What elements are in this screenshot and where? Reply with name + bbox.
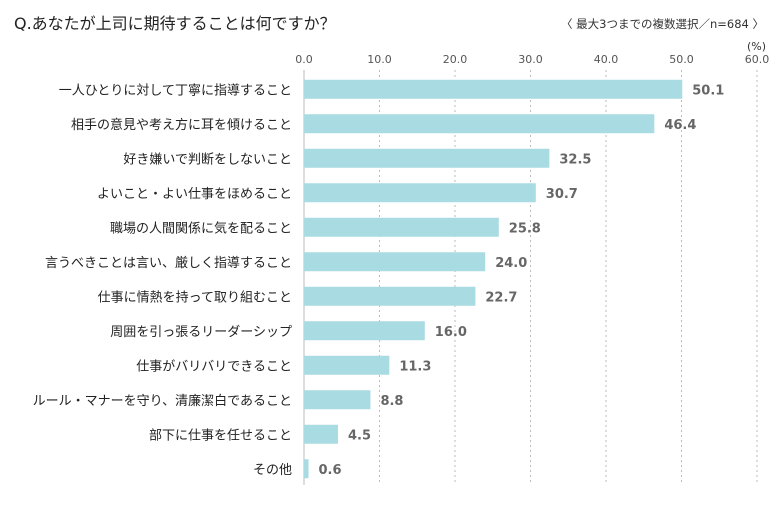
sample-note: 〈 最大3つまでの複数選択／n=684 〉 bbox=[560, 17, 764, 31]
value-label: 16.0 bbox=[435, 325, 467, 340]
category-label: 一人ひとりに対して丁寧に指導すること bbox=[59, 82, 292, 98]
bar bbox=[304, 183, 536, 203]
x-tick-label: 30.0 bbox=[518, 53, 543, 66]
value-label: 4.5 bbox=[348, 428, 371, 443]
x-tick-label: 40.0 bbox=[594, 53, 619, 66]
value-label: 8.8 bbox=[380, 394, 403, 409]
chart-title: Q.あなたが上司に期待することは何ですか？ bbox=[14, 14, 336, 33]
bar bbox=[304, 252, 486, 272]
value-label: 11.3 bbox=[399, 359, 431, 374]
category-label: 言うべきことは言い、厳しく指導すること bbox=[45, 256, 292, 271]
unit-label: (%) bbox=[746, 40, 766, 53]
category-label: 好き嫌いで判断をしないこと bbox=[123, 152, 292, 167]
x-tick-label: 20.0 bbox=[443, 53, 468, 66]
bar bbox=[304, 114, 655, 134]
x-tick-label: 60.0 bbox=[745, 53, 770, 66]
value-label: 46.4 bbox=[664, 118, 696, 133]
value-label: 32.5 bbox=[559, 152, 591, 167]
bar bbox=[304, 286, 476, 306]
value-label: 30.7 bbox=[546, 187, 578, 202]
bar bbox=[304, 390, 371, 410]
bar bbox=[304, 217, 499, 237]
bar bbox=[304, 79, 683, 99]
value-label: 22.7 bbox=[485, 290, 517, 305]
bar bbox=[304, 355, 390, 375]
x-tick-label: 50.0 bbox=[669, 53, 694, 66]
category-label: 相手の意見や考え方に耳を傾けること bbox=[71, 117, 292, 133]
value-label: 0.6 bbox=[319, 463, 342, 478]
bar bbox=[304, 321, 425, 341]
category-label: よいこと・よい仕事をほめること bbox=[97, 187, 292, 202]
value-label: 50.1 bbox=[692, 83, 724, 98]
category-label: 周囲を引っ張るリーダーシップ bbox=[110, 325, 292, 340]
bar bbox=[304, 459, 309, 479]
category-label: 職場の人間関係に気を配ること bbox=[110, 220, 292, 236]
category-label: 部下に仕事を任せること bbox=[149, 428, 292, 443]
category-label: 仕事がバリバリできること bbox=[136, 359, 292, 374]
x-tick-label: 0.0 bbox=[295, 53, 313, 66]
value-label: 25.8 bbox=[509, 221, 541, 236]
value-label: 24.0 bbox=[495, 256, 527, 271]
bar bbox=[304, 424, 338, 444]
category-label: その他 bbox=[253, 463, 292, 478]
category-label: ルール・マナーを守り、清廉潔白であること bbox=[33, 393, 292, 409]
category-label: 仕事に情熱を持って取り組むこと bbox=[98, 290, 292, 305]
x-tick-label: 10.0 bbox=[367, 53, 392, 66]
bar bbox=[304, 148, 550, 168]
